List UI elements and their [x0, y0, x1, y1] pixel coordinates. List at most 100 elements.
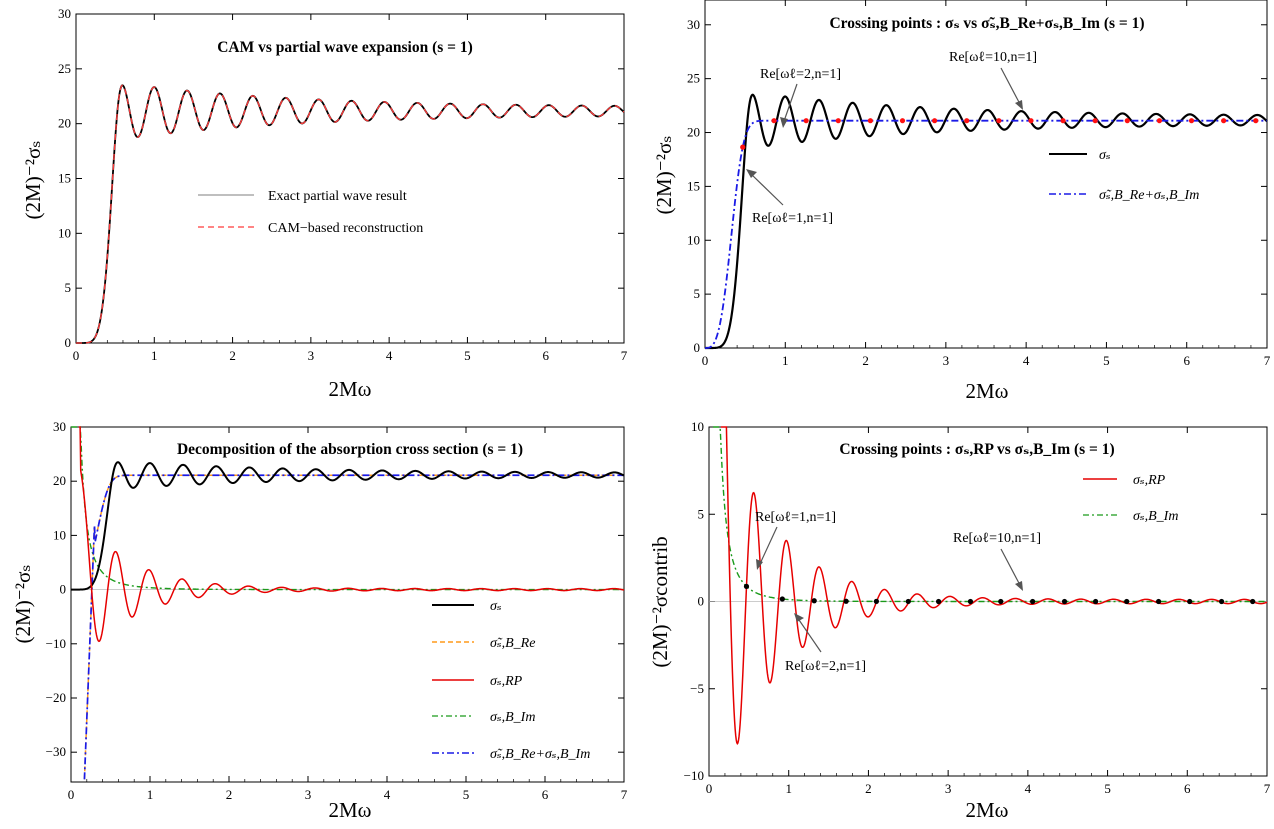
y-tick-label: −30 [46, 744, 66, 759]
y-tick-label: 10 [53, 527, 66, 542]
y-tick-label: 5 [698, 506, 705, 521]
crossing-point [967, 598, 974, 605]
x-tick-label: 4 [384, 787, 391, 802]
y-axis-label: (2M)⁻²σₛ [652, 136, 676, 215]
series-sigma-line [71, 461, 625, 591]
x-tick-label: 5 [463, 787, 470, 802]
crossing-point [843, 598, 849, 604]
plot-frame [70, 426, 625, 783]
series-rp-line [720, 426, 1268, 746]
x-tick-label: 6 [542, 348, 549, 363]
x-tick-label: 2 [229, 348, 236, 363]
crossing-point [811, 598, 817, 604]
x-tick-label: 1 [785, 781, 792, 796]
x-axis: 0 1 2 3 4 5 6 7 [73, 14, 628, 363]
x-tick-label: 3 [305, 787, 312, 802]
crossing-point [1060, 118, 1066, 124]
legend-label-exact: Exact partial wave result [268, 189, 407, 204]
chart-panel-decomposition: 0 1 2 3 4 5 6 7 30 20 10 0 −10 −20 −30 Decomposition … [0, 414, 637, 829]
crossing-point [1218, 598, 1225, 605]
chart-panel-cam-vs-partial-wave: 0 1 2 3 4 5 6 7 0 5 10 15 20 25 30 CAM vs partial wav… [0, 0, 637, 414]
x-tick-label: 7 [1264, 353, 1271, 368]
annotations: Re[ωℓ=2,n=1] Re[ωℓ=10,n=1] Re[ωℓ=1,n=1] [746, 50, 1037, 226]
legend-label-sigma: σₛ [1099, 148, 1111, 163]
crossing-point [779, 596, 785, 602]
x-tick-label: 6 [542, 787, 549, 802]
chart-panel-crossing-points-total: 0 1 2 3 4 5 6 7 0 5 10 15 20 25 30 Crossing points : … [637, 0, 1274, 414]
crossing-point [867, 118, 873, 124]
y-tick-label: 0 [65, 335, 72, 350]
y-tick-label: 15 [687, 178, 700, 193]
annotation-l2: Re[ωℓ=2,n=1] [785, 659, 866, 674]
crossing-point [932, 118, 938, 124]
crossing-point [1030, 598, 1036, 605]
y-axis-label: (2M)⁻²σcontrib [648, 536, 672, 667]
legend: σₛ σ̃ₛ,B_Re σₛ,RP σₛ,B_Im σ̃ₛ,B_Re+σₛ,B_… [432, 599, 590, 762]
y-tick-label: 10 [691, 419, 704, 434]
crossing-point [964, 118, 970, 124]
crossing-point [740, 144, 746, 150]
x-axis: 0 1 2 3 4 5 6 7 [68, 427, 628, 802]
series-sum-line [705, 119, 1267, 349]
crossing-point [998, 598, 1004, 605]
crossing-point [1124, 118, 1130, 124]
chart-title: Crossing points : σₛ,RP vs σₛ,B_Im (s = … [839, 441, 1114, 458]
y-tick-label: 20 [687, 125, 700, 140]
crossing-point [743, 583, 750, 589]
arrow-l10 [1000, 67, 1022, 107]
x-tick-label: 3 [945, 781, 952, 796]
x-tick-label: 3 [308, 348, 315, 363]
y-tick-label: 20 [53, 473, 66, 488]
annotations: Re[ωℓ=1,n=1] Re[ωℓ=10,n=1] Re[ωℓ=2,n=1] [755, 510, 1041, 674]
crossing-point [1188, 118, 1195, 124]
y-axis-label: (2M)⁻²σₛ [11, 565, 35, 644]
x-tick-label: 1 [782, 353, 789, 368]
x-tick-label: 7 [1264, 781, 1271, 796]
crossing-point [899, 118, 906, 124]
series-sum-line [83, 474, 624, 780]
series-bim-line [712, 426, 1267, 603]
arrow-head-l10 [1015, 100, 1023, 110]
crossing-point [1061, 598, 1068, 605]
x-tick-label: 4 [386, 348, 393, 363]
x-tick-label: 7 [621, 787, 628, 802]
chart-title: Decomposition of the absorption cross se… [177, 441, 523, 458]
legend-label-bim: σₛ,B_Im [490, 710, 535, 725]
crossing-point [935, 598, 942, 605]
x-tick-label: 1 [147, 787, 154, 802]
arrow-head-l1 [746, 169, 757, 178]
y-tick-label: 25 [687, 71, 700, 86]
x-tick-label: 7 [621, 348, 628, 363]
arrow-l1 [749, 172, 784, 206]
series-bre-line [83, 474, 624, 780]
x-tick-label: 0 [706, 781, 713, 796]
y-tick-label: 30 [687, 17, 700, 32]
y-tick-label: 15 [58, 171, 71, 186]
x-tick-label: 1 [151, 348, 158, 363]
y-tick-label: −5 [690, 681, 704, 696]
x-tick-label: 4 [1023, 353, 1030, 368]
arrow-l1 [758, 526, 778, 567]
x-tick-label: 0 [73, 348, 80, 363]
chart-svg: 0 1 2 3 4 5 6 7 10 5 0 −5 −10 Crossing points : σₛ,… [648, 419, 1271, 822]
x-tick-label: 6 [1184, 781, 1191, 796]
crossing-point [1093, 598, 1099, 605]
x-tick-label: 2 [226, 787, 233, 802]
arrow-head-l1 [756, 559, 763, 570]
x-axis-label: 2Mω [966, 379, 1009, 403]
plot-curves [709, 426, 1268, 746]
x-axis-label: 2Mω [329, 377, 372, 401]
legend-label-rp: σₛ,RP [490, 674, 523, 689]
x-tick-label: 5 [464, 348, 471, 363]
annotation-l2: Re[ωℓ=2,n=1] [760, 67, 841, 82]
legend: σₛ,RP σₛ,B_Im [1083, 473, 1178, 524]
crossing-point [835, 118, 841, 124]
y-tick-label: −10 [684, 768, 704, 783]
x-axis-label: 2Mω [966, 798, 1009, 822]
series-sigma-line [705, 93, 1268, 350]
x-tick-label: 5 [1104, 781, 1111, 796]
x-tick-label: 6 [1183, 353, 1190, 368]
plot-frame [75, 13, 625, 344]
y-tick-label: 0 [60, 582, 67, 597]
x-tick-label: 2 [862, 353, 869, 368]
